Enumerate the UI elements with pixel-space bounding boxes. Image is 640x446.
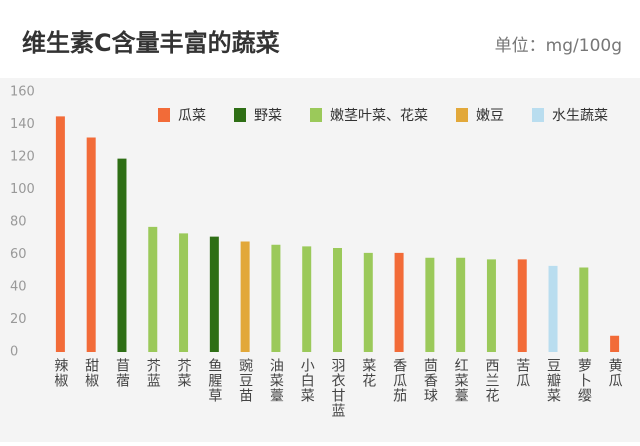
bar — [456, 257, 466, 352]
bar — [271, 244, 281, 352]
bar — [209, 236, 219, 352]
legend-swatch — [158, 108, 170, 122]
x-tick-label: 豌豆苗 — [237, 358, 253, 403]
legend-swatch — [456, 108, 468, 122]
plot-background — [0, 78, 640, 442]
legend-label: 瓜菜 — [178, 108, 206, 124]
x-tick-label: 小白菜 — [299, 358, 315, 403]
bar — [240, 241, 250, 352]
bar — [610, 335, 620, 352]
x-tick-label: 西兰花 — [483, 358, 499, 403]
y-tick-label: 120 — [10, 150, 35, 165]
bar — [425, 257, 435, 352]
bar — [86, 137, 96, 352]
y-tick-label: 80 — [10, 215, 27, 230]
legend-label: 水生蔬菜 — [552, 108, 608, 124]
bar — [486, 259, 496, 352]
bar — [394, 252, 404, 352]
x-tick-label: 茴香球 — [422, 358, 438, 403]
legend-swatch — [234, 108, 246, 122]
bar — [302, 246, 312, 352]
x-tick-label: 苦瓜 — [514, 358, 530, 388]
y-tick-label: 160 — [10, 85, 35, 100]
x-tick-label: 甜椒 — [83, 358, 99, 388]
y-tick-label: 0 — [10, 345, 18, 360]
y-tick-label: 40 — [10, 280, 27, 295]
x-tick-label: 油菜薹 — [268, 358, 284, 403]
x-tick-label: 香瓜茄 — [391, 358, 407, 403]
bar — [179, 233, 189, 352]
bar — [363, 252, 373, 352]
x-tick-label: 豆瓣菜 — [545, 358, 561, 403]
bar — [148, 226, 158, 352]
x-tick-label: 萝卜缨 — [576, 358, 592, 403]
bar — [517, 259, 527, 352]
bar — [333, 248, 342, 352]
x-tick-label: 菜花 — [360, 358, 376, 388]
legend-label: 嫩茎叶菜、花菜 — [330, 108, 428, 124]
bar — [579, 267, 589, 352]
y-tick-label: 100 — [10, 182, 35, 197]
bar — [117, 158, 127, 352]
bar — [55, 116, 65, 352]
x-tick-label: 黄瓜 — [607, 357, 623, 388]
chart-title: 维生素C含量丰富的蔬菜 — [22, 29, 280, 57]
x-tick-label: 苜蓿 — [114, 357, 130, 388]
x-tick-label: 羽衣甘蓝 — [330, 358, 346, 418]
y-tick-label: 140 — [10, 117, 35, 132]
legend-label: 嫩豆 — [476, 108, 504, 124]
x-tick-label: 芥菜 — [176, 358, 192, 388]
x-tick-label: 红菜薹 — [453, 358, 469, 403]
x-tick-label: 辣椒 — [52, 358, 68, 388]
bar — [548, 265, 558, 352]
legend-swatch — [310, 108, 322, 122]
chart-subtitle: 单位：mg/100g — [495, 36, 622, 56]
y-tick-label: 60 — [10, 247, 27, 262]
x-tick-label: 芥蓝 — [145, 358, 161, 388]
y-tick-label: 20 — [10, 312, 27, 327]
legend-swatch — [532, 108, 544, 122]
x-tick-label: 鱼腥草 — [206, 357, 222, 403]
legend-label: 野菜 — [254, 108, 282, 124]
